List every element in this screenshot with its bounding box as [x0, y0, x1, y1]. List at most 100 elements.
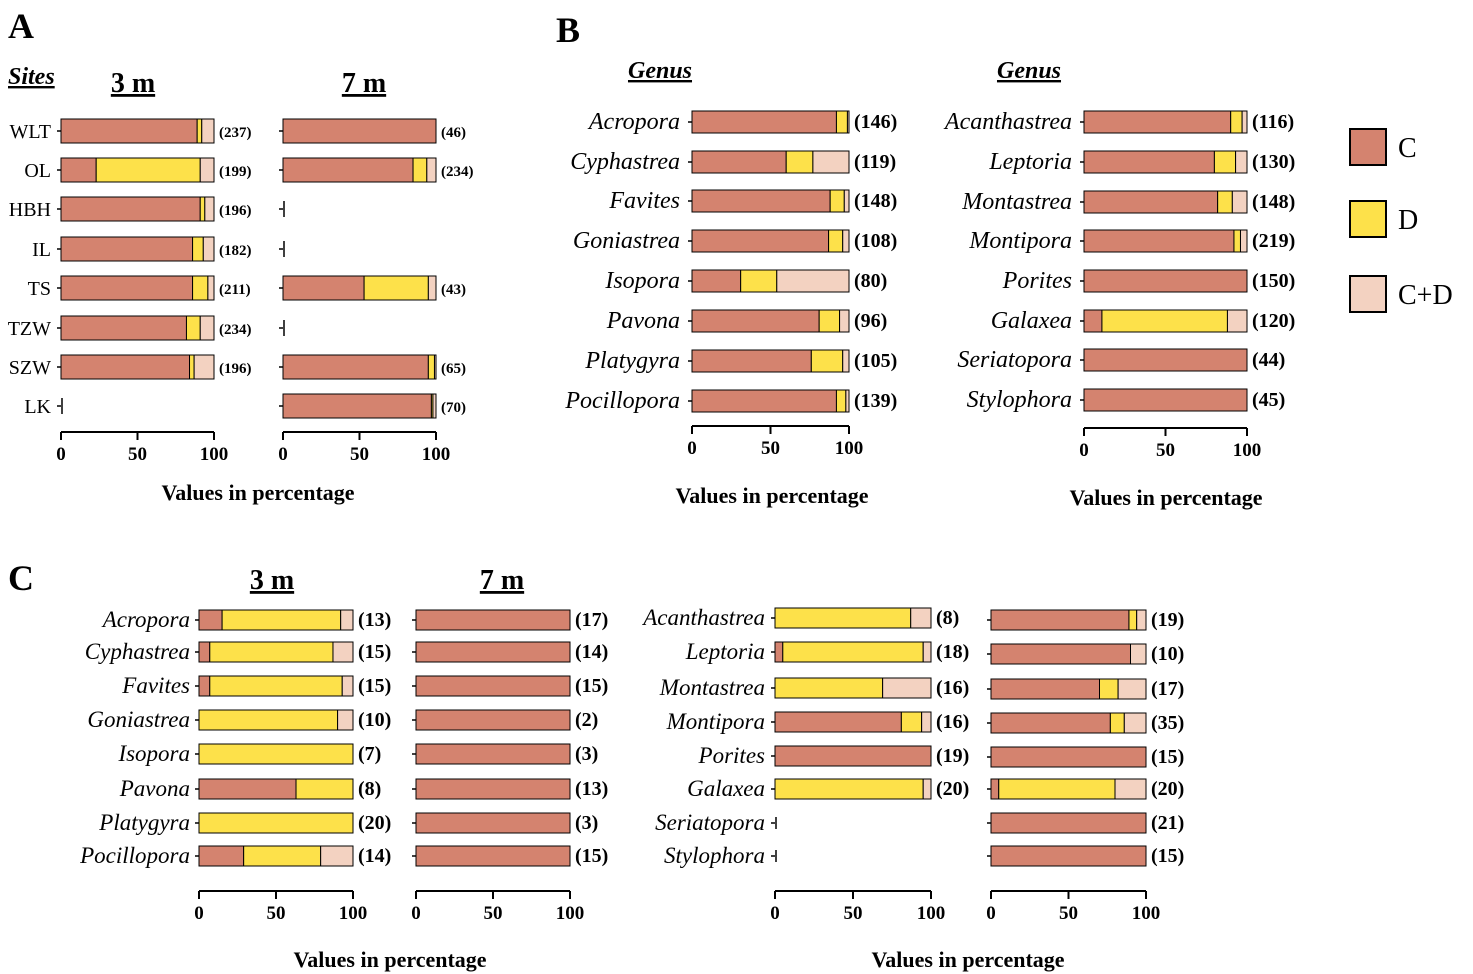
count-label-hbh: (196): [219, 203, 252, 219]
count-label-goniastrea: (108): [854, 230, 897, 252]
bar-segment-platygyra-c-d: [842, 349, 850, 373]
bar-segment-montipora-c: [774, 711, 902, 733]
bar-segment-ts-c: [282, 275, 365, 301]
bar-segment-seriatopora-c: [990, 812, 1147, 834]
panel-b-right-axis-title: Values in percentage: [1069, 485, 1262, 510]
chart-genus-7m-left: (17) (14) (15) (2) (3) (13) (3) (15) 0 50 100: [411, 609, 608, 924]
bar-segment-pocillopora-d: [243, 845, 322, 867]
bar-segment-acropora-c: [415, 609, 571, 631]
legend-label-c: C: [1398, 133, 1417, 164]
category-label-montipora: Montipora: [666, 709, 765, 734]
x-tick-label-50: 50: [1059, 903, 1078, 924]
count-label-acanthastrea: (8): [936, 607, 959, 629]
count-label-favites: (15): [575, 675, 608, 697]
bar-segment-galaxea-d: [1101, 309, 1228, 333]
legend-label-d: D: [1398, 205, 1418, 236]
bar-segment-leptoria-c-d: [922, 641, 932, 663]
bar-segment-ts-c: [60, 275, 194, 301]
bar-segment-cyphastrea-c-d: [332, 641, 354, 663]
bar-segment-leptoria-c-d: [1130, 643, 1147, 665]
category-label-pocillopora: Pocillopora: [564, 388, 680, 414]
bar-segment-platygyra-c: [415, 812, 571, 834]
bar-segment-porites-c: [774, 745, 932, 767]
bar-segment-szw-c: [282, 354, 429, 380]
bar-segment-favites-c: [198, 675, 211, 697]
count-label-montipora: (35): [1151, 712, 1184, 734]
x-tick-label-50: 50: [350, 444, 369, 465]
count-label-acropora: (146): [854, 111, 897, 133]
bar-segment-porites-c: [990, 746, 1147, 768]
bar-segment-cyphastrea-c: [415, 641, 571, 663]
bar-segment-ts-c-d: [427, 275, 437, 301]
category-label-montipora: Montipora: [968, 228, 1072, 254]
count-label-galaxea: (20): [936, 778, 969, 800]
bar-segment-acropora-c: [691, 110, 837, 134]
bar-segment-acanthastrea-c-d: [1241, 110, 1248, 134]
legend-swatch-cd: [1349, 275, 1387, 313]
bar-segment-platygyra-d: [810, 349, 844, 373]
bar-segment-wlt-c: [60, 118, 198, 144]
bar-segment-galaxea-c: [1083, 309, 1103, 333]
bar-segment-il-c: [60, 236, 194, 262]
bar-segment-cyphastrea-c: [198, 641, 211, 663]
category-label-stylophora: Stylophora: [967, 387, 1072, 413]
panel-c-heading-3m: 3 m: [250, 565, 294, 596]
bar-segment-montipora-c-d: [1123, 712, 1147, 734]
bar-segment-cyphastrea-d: [785, 150, 814, 174]
count-label-ts: (211): [219, 282, 251, 298]
panel-a-heading-7m: 7 m: [342, 68, 386, 99]
x-tick-label-100: 100: [1132, 903, 1161, 924]
legend-swatch-c: [1349, 128, 1387, 166]
x-tick-label-100: 100: [917, 903, 946, 924]
bar-segment-platygyra-c: [691, 349, 812, 373]
count-label-pavona: (8): [358, 778, 381, 800]
bar-segment-montipora-c: [990, 712, 1111, 734]
x-tick-label-0: 0: [411, 903, 421, 924]
bar-segment-szw-d: [189, 354, 195, 380]
count-label-pavona: (96): [854, 310, 887, 332]
count-label-ts: (43): [441, 282, 466, 298]
bar-segment-montastrea-c-d: [1231, 190, 1248, 214]
bar-segment-hbh-d: [199, 196, 206, 222]
count-label-galaxea: (20): [1151, 778, 1184, 800]
count-label-favites: (15): [358, 675, 391, 697]
panel-a-axis-title: Values in percentage: [161, 480, 354, 505]
x-tick-label-0: 0: [770, 903, 780, 924]
bar-segment-tzw-c: [60, 315, 187, 341]
category-label-pocillopora: Pocillopora: [79, 843, 190, 868]
bar-segment-montastrea-d: [1099, 678, 1119, 700]
bar-segment-galaxea-c-d: [1114, 778, 1147, 800]
chart-sites-3m: WLT (237) OL (199) HBH (196) IL (182) TS (211) TZW…: [8, 118, 252, 465]
category-label-pavona: Pavona: [119, 776, 190, 801]
bar-segment-ol-c-d: [426, 157, 437, 183]
category-label-leptoria: Leptoria: [988, 149, 1072, 175]
category-label-pavona: Pavona: [606, 308, 680, 334]
x-tick-label-50: 50: [1156, 440, 1175, 461]
bar-segment-acanthastrea-d: [1230, 110, 1243, 134]
category-label-porites: Porites: [698, 743, 765, 768]
bar-segment-ol-c: [282, 157, 414, 183]
bar-segment-isopora-c: [691, 269, 742, 293]
count-label-montipora: (219): [1252, 230, 1295, 252]
category-label-il: IL: [32, 239, 51, 261]
category-label-ol: OL: [24, 160, 51, 182]
bar-segment-montipora-d: [900, 711, 923, 733]
bar-segment-pocillopora-d: [835, 389, 847, 413]
category-label-cyphastrea: Cyphastrea: [85, 639, 190, 664]
bar-segment-pocillopora-c-d: [845, 389, 850, 413]
category-label-isopora: Isopora: [117, 741, 190, 766]
bar-segment-acropora-c: [198, 609, 223, 631]
count-label-montastrea: (148): [1252, 191, 1295, 213]
count-label-isopora: (3): [575, 743, 598, 765]
bar-segment-favites-d: [209, 675, 343, 697]
bar-segment-ol-d: [412, 157, 428, 183]
category-label-goniastrea: Goniastrea: [87, 707, 190, 732]
legend-label-cd: C+D: [1398, 280, 1453, 311]
category-label-isopora: Isopora: [604, 268, 680, 294]
count-label-leptoria: (18): [936, 641, 969, 663]
bar-segment-goniastrea-c-d: [337, 709, 354, 731]
count-label-szw: (196): [219, 361, 252, 377]
bar-segment-cyphastrea-c: [691, 150, 787, 174]
bar-segment-szw-d: [427, 354, 435, 380]
bar-segment-ts-c-d: [207, 275, 215, 301]
